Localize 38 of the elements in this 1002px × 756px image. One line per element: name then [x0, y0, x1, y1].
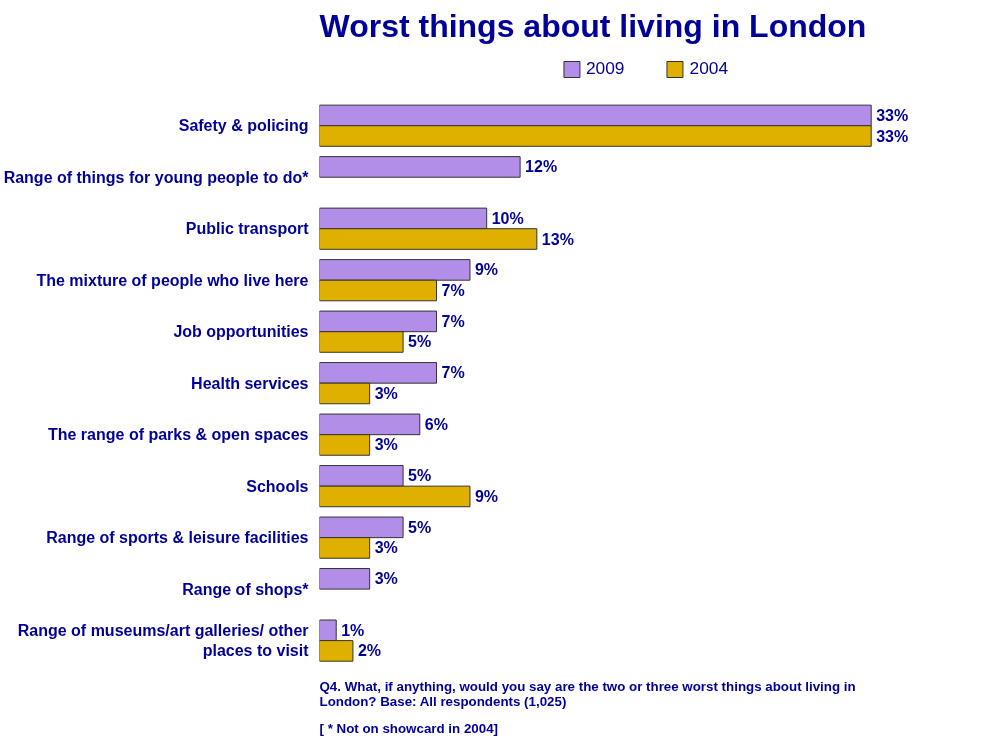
data-label: 9%: [474, 261, 499, 279]
y-tick-label: Job opportunities: [173, 323, 309, 341]
y-tick-label: The mixture of people who live here: [36, 271, 309, 289]
data-label: 33%: [876, 106, 909, 124]
data-label: 13%: [541, 230, 574, 248]
y-tick-label: Range of things for young people to do*: [3, 168, 310, 186]
data-label: 7%: [441, 364, 465, 382]
data-label: 9%: [474, 487, 499, 505]
data-label: 3%: [374, 436, 398, 454]
data-label: 7%: [441, 312, 465, 330]
y-tick-label: Range of museums/art galleries/ other places to visit: [17, 621, 310, 660]
data-label: 6%: [424, 415, 448, 433]
data-label: 5%: [408, 333, 432, 351]
chart-title: Worst things about living in London: [319, 7, 867, 44]
y-tick-label: Range of shops*: [182, 580, 310, 598]
y-tick-label: Public transport: [185, 220, 310, 238]
data-label: 3%: [374, 384, 398, 402]
legend-label: 2009: [585, 58, 625, 79]
y-tick-label: Health services: [191, 374, 309, 392]
data-label: 33%: [876, 127, 909, 145]
data-label: 5%: [408, 467, 432, 485]
y-tick-label: The range of parks & open spaces: [47, 426, 309, 444]
data-label: 10%: [491, 209, 524, 227]
data-label: 5%: [408, 518, 432, 536]
data-label: 3%: [374, 570, 398, 588]
legend-label: 2004: [689, 58, 729, 79]
data-label: 2%: [357, 642, 382, 660]
data-label: 7%: [441, 281, 465, 299]
text: Q4. What, if anything, would you say are the two or three worst things about living in London? Base: All respondents (1,025): [319, 678, 856, 709]
data-label: 12%: [525, 158, 558, 176]
text: [ * Not on showcard in 2004]: [319, 720, 498, 736]
bar: [319, 156, 521, 178]
bar: [319, 568, 371, 590]
data-label: 1%: [341, 621, 365, 639]
data-label: 3%: [374, 539, 398, 557]
y-tick-label: Schools: [246, 477, 309, 495]
y-tick-label: Range of sports & leisure facilities: [46, 529, 309, 547]
y-tick-label: Safety & policing: [178, 117, 309, 135]
